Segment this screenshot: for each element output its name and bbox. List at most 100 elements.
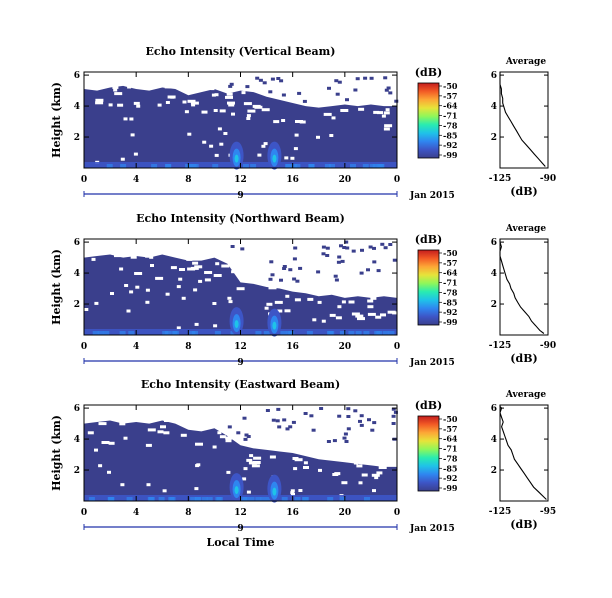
profile-y-tick: 2 (491, 300, 497, 310)
profile-y-tick: 4 (491, 269, 497, 279)
gap-pixels (84, 240, 399, 330)
average-profile-line (499, 239, 545, 334)
x-tick-label: 8 (185, 175, 191, 185)
x-tick-label: 16 (286, 342, 299, 352)
x-tick-label: 20 (339, 342, 352, 352)
x-tick-label: 12 (234, 508, 247, 518)
colorbar-tick: -57 (443, 258, 457, 268)
x-tick-label: 0 (81, 508, 87, 518)
y-axis-label: Height (km) (50, 82, 63, 158)
profile-x-tick: -125 (489, 174, 512, 184)
colorbar-tick: -71 (443, 444, 457, 454)
y-tick-label: 4 (74, 435, 80, 445)
profile-y-tick: 6 (491, 238, 497, 248)
y-tick-label: 2 (74, 300, 80, 310)
x-tick-label: 4 (133, 175, 139, 185)
colorbar-tick: -64 (443, 434, 458, 444)
colorbar (417, 249, 440, 326)
colorbar-tick: -85 (443, 130, 457, 140)
x-tick-label: 0 (394, 342, 400, 352)
profile-x-label: (dB) (510, 185, 537, 198)
date-label: Jan 2015 (409, 358, 455, 368)
colorbar-tick: -92 (443, 140, 457, 150)
colorbar-unit: (dB) (415, 66, 442, 79)
average-profile-line (499, 72, 546, 167)
panel-title: Echo Intensity (Vertical Beam) (145, 45, 335, 58)
panel-3: Echo Intensity (Eastward Beam) 2 4 6 Height … (50, 378, 556, 549)
profile-x-label: (dB) (510, 352, 537, 365)
average-profile-line (499, 405, 547, 500)
y-tick-label: 6 (74, 404, 80, 414)
colorbar-tick: -78 (443, 120, 458, 130)
colorbar-tick: -64 (443, 268, 458, 278)
colorbar-tick: -57 (443, 91, 457, 101)
profile-title: Average (505, 224, 546, 234)
x-tick-label: 4 (133, 508, 139, 518)
profile-x-tick: -125 (489, 507, 512, 517)
x-tick-label: 12 (234, 175, 247, 185)
colorbar-tick: -92 (443, 473, 457, 483)
colorbar-tick: -99 (443, 150, 458, 160)
profile-x-tick: -95 (540, 507, 556, 517)
panel-2: Echo Intensity (Northward Beam) 2 4 6 Height… (50, 212, 556, 368)
panel-title: Echo Intensity (Eastward Beam) (141, 378, 340, 391)
gap-pixels (95, 76, 399, 164)
x-tick-label: 20 (339, 175, 352, 185)
x-tick-label: 0 (81, 175, 87, 185)
no-data-region (84, 405, 397, 467)
day-marker: 9 (237, 524, 243, 534)
day-marker: 9 (237, 191, 243, 201)
profile-y-tick: 2 (491, 133, 497, 143)
profile-frame (499, 71, 549, 169)
profile-x-label: (dB) (510, 518, 537, 531)
profile-y-tick: 2 (491, 466, 497, 476)
profile-title: Average (505, 390, 546, 400)
colorbar (417, 82, 440, 159)
y-axis-label: Height (km) (50, 415, 63, 491)
x-tick-label: 20 (339, 508, 352, 518)
x-tick-label: 0 (81, 342, 87, 352)
no-data-region (84, 239, 397, 298)
colorbar-tick: -85 (443, 297, 457, 307)
colorbar-tick: -78 (443, 453, 458, 463)
profile-title: Average (505, 57, 546, 67)
colorbar-tick: -78 (443, 287, 458, 297)
profile-frame (499, 404, 549, 502)
x-axis-label: Local Time (207, 536, 275, 549)
y-tick-label: 4 (74, 102, 80, 112)
colorbar-tick: -99 (443, 483, 458, 493)
profile-x-tick: -90 (540, 341, 556, 351)
profile-y-tick: 6 (491, 404, 497, 414)
no-data-region (84, 72, 397, 108)
colorbar (417, 415, 440, 492)
colorbar-tick: -50 (443, 414, 458, 424)
profile-frame (499, 238, 549, 336)
panel-title: Echo Intensity (Northward Beam) (136, 212, 345, 225)
colorbar-tick: -57 (443, 424, 457, 434)
colorbar-tick: -50 (443, 248, 458, 258)
profile-x-tick: -125 (489, 341, 512, 351)
x-tick-label: 4 (133, 342, 139, 352)
y-axis-label: Height (km) (50, 249, 63, 325)
colorbar-unit: (dB) (415, 399, 442, 412)
y-tick-label: 6 (74, 71, 80, 81)
colorbar-tick: -99 (443, 317, 458, 327)
x-tick-label: 0 (394, 508, 400, 518)
profile-y-tick: 6 (491, 71, 497, 81)
x-tick-label: 8 (185, 508, 191, 518)
colorbar-tick: -85 (443, 463, 457, 473)
colorbar-tick: -71 (443, 278, 457, 288)
x-tick-label: 16 (286, 508, 299, 518)
x-tick-label: 8 (185, 342, 191, 352)
profile-y-tick: 4 (491, 435, 497, 445)
gap-pixels (87, 407, 398, 498)
profile-y-tick: 4 (491, 102, 497, 112)
y-tick-label: 4 (74, 269, 80, 279)
x-tick-label: 0 (394, 175, 400, 185)
date-label: Jan 2015 (409, 524, 455, 534)
date-label: Jan 2015 (409, 191, 455, 201)
colorbar-unit: (dB) (415, 233, 442, 246)
colorbar-tick: -64 (443, 101, 458, 111)
profile-x-tick: -90 (540, 174, 556, 184)
